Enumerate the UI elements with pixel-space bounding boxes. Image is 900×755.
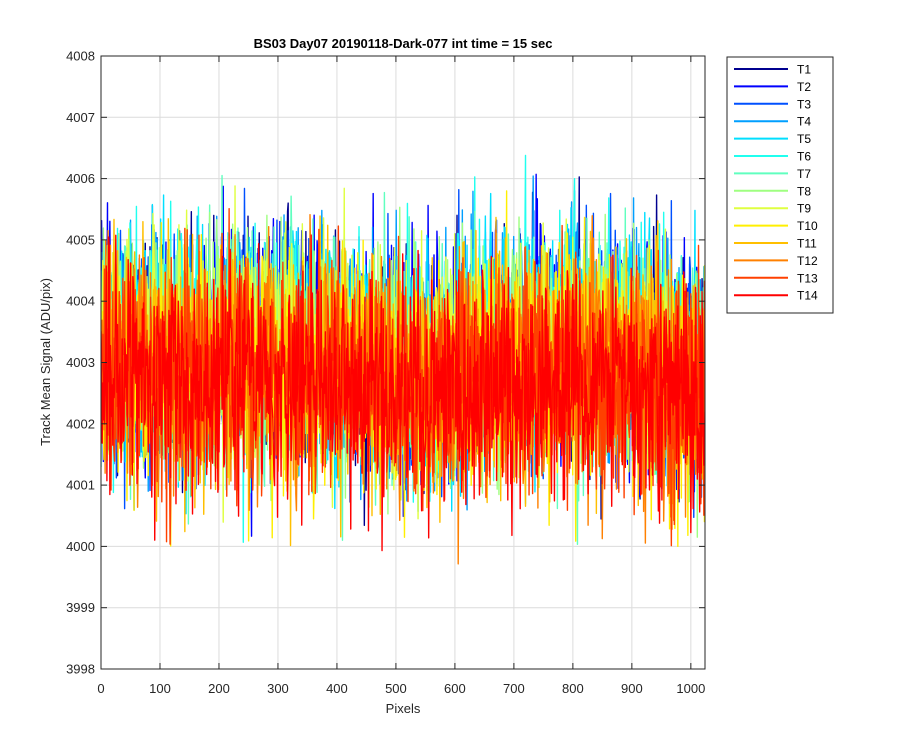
legend-label-t3: T3 xyxy=(797,97,811,111)
legend-label-t11: T11 xyxy=(797,237,817,251)
y-tick-label: 3999 xyxy=(66,600,95,615)
y-axis-label: Track Mean Signal (ADU/pix) xyxy=(38,278,53,446)
legend-label-t4: T4 xyxy=(797,115,811,129)
x-tick-label: 400 xyxy=(326,681,348,696)
x-tick-label: 200 xyxy=(208,681,230,696)
legend: T1 T2 T3 T4 T5 T6 T7 T8 T9 T10 T11 T12 T13 T14 xyxy=(726,56,834,314)
y-tick-label: 4006 xyxy=(66,171,95,186)
x-tick-label: 0 xyxy=(97,681,104,696)
y-tick-label: 4007 xyxy=(66,110,95,125)
legend-label-t5: T5 xyxy=(797,132,811,146)
y-tick-label: 4002 xyxy=(66,416,95,431)
legend-label-t12: T12 xyxy=(797,254,818,268)
series-line-t14 xyxy=(101,234,705,552)
legend-label-t13: T13 xyxy=(797,271,818,285)
x-tick-label: 300 xyxy=(267,681,289,696)
x-tick-label: 1000 xyxy=(676,681,705,696)
y-tick-label: 4004 xyxy=(66,294,95,309)
y-axis: 3998 3999 4000 4001 4002 4003 4004 4005 4006 4007… xyxy=(66,49,705,677)
x-tick-label: 100 xyxy=(149,681,171,696)
legend-label-t7: T7 xyxy=(797,167,811,181)
x-tick-label: 700 xyxy=(503,681,525,696)
x-tick-label: 500 xyxy=(385,681,407,696)
x-axis-label: Pixels xyxy=(386,701,421,716)
legend-label-t10: T10 xyxy=(797,219,818,233)
x-axis: 0 100 200 300 400 500 600 700 800 900 1000 xyxy=(97,56,705,696)
y-tick-label: 4003 xyxy=(66,355,95,370)
x-tick-label: 800 xyxy=(562,681,584,696)
x-tick-label: 600 xyxy=(444,681,466,696)
y-tick-label: 4001 xyxy=(66,478,95,493)
series-lines xyxy=(101,154,705,565)
series-line-t13 xyxy=(101,208,705,547)
legend-label-t9: T9 xyxy=(797,202,811,216)
y-tick-label: 4000 xyxy=(66,539,95,554)
legend-label-t14: T14 xyxy=(797,289,818,303)
legend-label-t8: T8 xyxy=(797,184,811,198)
y-tick-label: 4008 xyxy=(66,49,95,64)
chart-title: BS03 Day07 20190118-Dark-077 int time = … xyxy=(254,36,553,51)
y-tick-label: 3998 xyxy=(66,662,95,677)
x-tick-label: 900 xyxy=(621,681,643,696)
legend-label-t6: T6 xyxy=(797,150,811,164)
y-tick-label: 4005 xyxy=(66,232,95,247)
legend-label-t2: T2 xyxy=(797,80,811,94)
legend-label-t1: T1 xyxy=(797,63,811,77)
legend-box xyxy=(726,56,834,314)
